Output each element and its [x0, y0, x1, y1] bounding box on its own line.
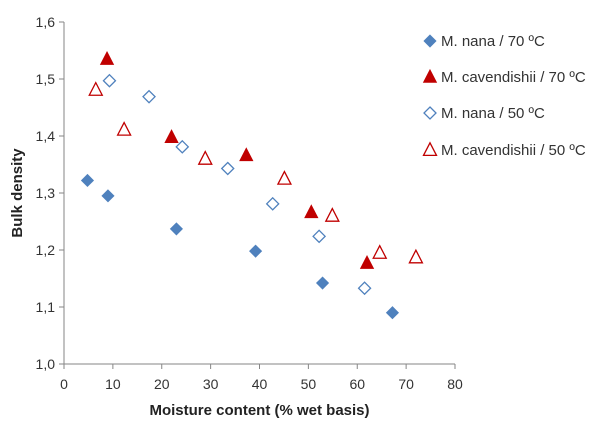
data-points: [80, 50, 424, 320]
x-tick-label: 80: [447, 376, 463, 392]
legend-label-series-3: M. nana / 50 ºC: [441, 105, 545, 122]
legend-marker-series-3: [423, 106, 437, 120]
legend: M. nana / 70 ºC M. cavendishii / 70 ºC M. …: [422, 33, 586, 159]
x-tick-label: 0: [60, 376, 68, 392]
data-point-series-2: [99, 50, 115, 65]
data-point-series-4: [276, 170, 292, 185]
data-point-series-3: [102, 73, 117, 88]
legend-marker-series-2: [422, 68, 438, 83]
x-tick-label: 10: [105, 376, 121, 392]
data-point-series-4: [408, 248, 424, 264]
data-point-series-1: [80, 173, 95, 188]
data-point-series-2: [164, 129, 179, 143]
data-point-series-2: [239, 147, 254, 162]
legend-label-series-2: M. cavendishii / 70 ºC: [441, 69, 586, 86]
data-point-series-3: [312, 229, 327, 244]
data-point-series-2: [304, 204, 319, 219]
data-point-series-1: [249, 244, 263, 258]
data-point-series-3: [357, 281, 372, 296]
data-point-series-4: [324, 207, 340, 222]
y-tick-label: 1,4: [36, 128, 56, 144]
y-tick-label: 1,0: [36, 356, 56, 372]
y-tick-label: 1,5: [36, 71, 56, 87]
x-tick-labels: 0 10 20 30 40 50 60 70 80: [60, 376, 463, 392]
data-point-series-1: [101, 189, 115, 203]
legend-marker-series-4: [422, 141, 438, 157]
data-point-series-4: [88, 81, 104, 96]
x-tick-label: 50: [301, 376, 317, 392]
x-tick-label: 40: [252, 376, 268, 392]
y-tick-label: 1,3: [36, 185, 56, 201]
data-point-series-1: [169, 222, 183, 236]
x-tick-label: 60: [349, 376, 365, 392]
data-point-series-4: [197, 150, 213, 165]
y-tick-label: 1,6: [36, 14, 56, 30]
x-axis-title: Moisture content (% wet basis): [149, 402, 369, 419]
legend-label-series-1: M. nana / 70 ºC: [441, 33, 545, 50]
data-point-series-3: [220, 161, 235, 176]
legend-label-series-4: M. cavendishii / 50 ºC: [441, 142, 586, 159]
y-axis-title: Bulk density: [9, 148, 26, 238]
data-point-series-3: [175, 139, 190, 154]
data-point-series-4: [372, 244, 388, 259]
x-tick-label: 20: [154, 376, 170, 392]
legend-marker-series-1: [423, 34, 437, 48]
data-point-series-2: [359, 255, 375, 269]
y-tick-label: 1,2: [36, 242, 56, 258]
data-point-series-1: [385, 306, 400, 320]
x-tick-label: 70: [398, 376, 414, 392]
data-point-series-1: [315, 276, 330, 290]
y-tick-labels: 1,0 1,1 1,2 1,3 1,4 1,5 1,6: [36, 14, 56, 372]
y-tick-label: 1,1: [36, 299, 56, 315]
data-point-series-3: [142, 89, 156, 104]
data-point-series-3: [265, 196, 280, 211]
axes: [59, 21, 456, 369]
data-point-series-4: [116, 121, 132, 136]
x-tick-label: 30: [203, 376, 219, 392]
